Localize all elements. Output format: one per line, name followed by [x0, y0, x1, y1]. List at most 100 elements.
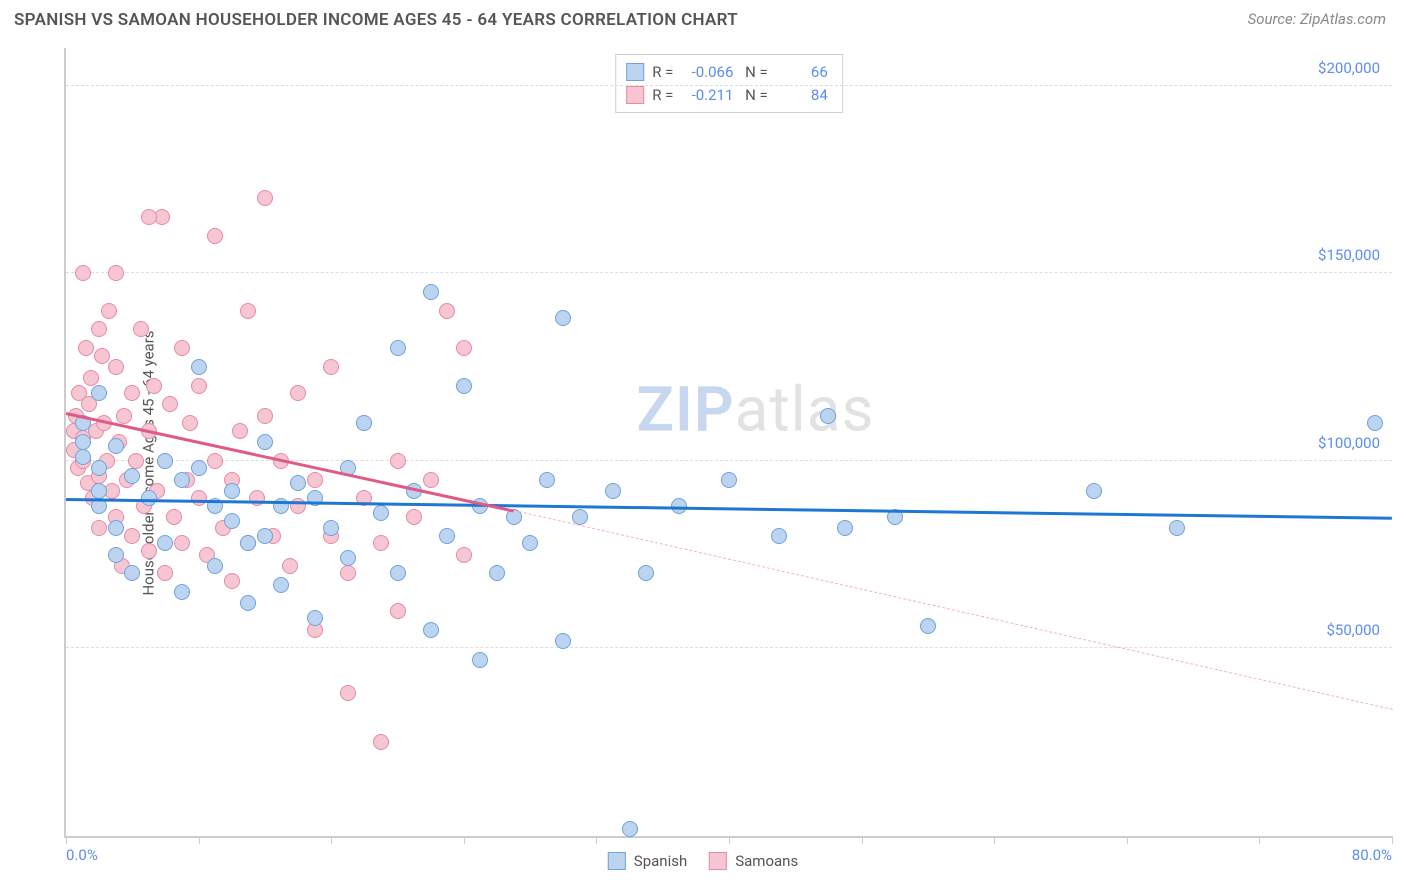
stat-r-spanish: -0.066 — [681, 61, 733, 84]
legend-item-samoans: Samoans — [709, 852, 798, 870]
data-point — [439, 528, 455, 544]
data-point — [191, 378, 207, 394]
data-point — [356, 415, 372, 431]
data-point — [390, 453, 406, 469]
watermark-zip: ZIP — [637, 374, 735, 447]
data-point — [191, 490, 207, 506]
data-point — [124, 468, 140, 484]
data-point — [162, 396, 178, 412]
data-point — [1169, 520, 1185, 536]
data-point — [116, 408, 132, 424]
data-point — [555, 633, 571, 649]
gridline — [66, 647, 1392, 648]
x-tick — [66, 836, 67, 844]
x-tick — [994, 836, 995, 844]
data-point — [539, 472, 555, 488]
stats-legend: R = -0.066 N = 66 R = -0.211 N = 84 — [615, 54, 843, 113]
y-tick-label: $50,000 — [1326, 621, 1380, 639]
data-point — [1086, 483, 1102, 499]
data-point — [1367, 415, 1383, 431]
data-point — [340, 565, 356, 581]
data-point — [721, 472, 737, 488]
data-point — [91, 520, 107, 536]
data-point — [232, 423, 248, 439]
data-point — [257, 528, 273, 544]
data-point — [108, 547, 124, 563]
data-point — [472, 652, 488, 668]
data-point — [555, 310, 571, 326]
data-point — [489, 565, 505, 581]
data-point — [91, 321, 107, 337]
data-point — [108, 438, 124, 454]
data-point — [146, 378, 162, 394]
data-point — [124, 565, 140, 581]
data-point — [133, 321, 149, 337]
legend-swatch-samoans — [709, 852, 727, 870]
data-point — [423, 472, 439, 488]
data-point — [207, 453, 223, 469]
stat-n-samoans: 84 — [776, 84, 828, 107]
trend-line — [513, 510, 1392, 710]
data-point — [522, 535, 538, 551]
data-point — [207, 558, 223, 574]
bottom-legend: Spanish Samoans — [608, 852, 798, 870]
data-point — [323, 520, 339, 536]
legend-label-samoans: Samoans — [735, 852, 798, 870]
data-point — [191, 460, 207, 476]
data-point — [257, 190, 273, 206]
data-point — [157, 535, 173, 551]
x-axis-min-label: 0.0% — [66, 846, 98, 864]
data-point — [182, 415, 198, 431]
data-point — [257, 434, 273, 450]
stat-n-spanish: 66 — [776, 61, 828, 84]
data-point — [820, 408, 836, 424]
data-point — [638, 565, 654, 581]
legend-item-spanish: Spanish — [608, 852, 687, 870]
gridline — [66, 272, 1392, 273]
x-tick — [464, 836, 465, 844]
data-point — [837, 520, 853, 536]
gridline — [66, 85, 1392, 86]
data-point — [94, 348, 110, 364]
data-point — [290, 385, 306, 401]
data-point — [174, 472, 190, 488]
x-tick — [1392, 836, 1393, 844]
stat-label-r: R = — [652, 61, 673, 84]
x-tick — [862, 836, 863, 844]
data-point — [75, 449, 91, 465]
data-point — [128, 453, 144, 469]
x-tick — [199, 836, 200, 844]
data-point — [157, 453, 173, 469]
data-point — [108, 265, 124, 281]
stat-label-r: R = — [652, 84, 673, 107]
data-point — [91, 460, 107, 476]
data-point — [340, 685, 356, 701]
x-tick — [1127, 836, 1128, 844]
swatch-spanish — [626, 63, 644, 81]
stats-row-samoans: R = -0.211 N = 84 — [626, 84, 828, 107]
y-tick-label: $150,000 — [1318, 246, 1380, 264]
data-point — [273, 577, 289, 593]
x-tick — [1259, 836, 1260, 844]
data-point — [78, 340, 94, 356]
legend-swatch-spanish — [608, 852, 626, 870]
data-point — [290, 498, 306, 514]
data-point — [406, 509, 422, 525]
x-tick — [596, 836, 597, 844]
y-tick-label: $200,000 — [1318, 59, 1380, 77]
data-point — [166, 509, 182, 525]
data-point — [456, 378, 472, 394]
y-tick-label: $100,000 — [1318, 434, 1380, 452]
data-point — [373, 535, 389, 551]
legend-label-spanish: Spanish — [634, 852, 687, 870]
chart-container: Householder Income Ages 45 - 64 years ZI… — [14, 48, 1392, 878]
data-point — [83, 370, 99, 386]
data-point — [101, 303, 117, 319]
data-point — [323, 359, 339, 375]
stat-r-samoans: -0.211 — [681, 84, 733, 107]
gridline — [66, 460, 1392, 461]
watermark-rest: atlas — [735, 374, 875, 447]
data-point — [340, 550, 356, 566]
data-point — [282, 558, 298, 574]
data-point — [124, 385, 140, 401]
